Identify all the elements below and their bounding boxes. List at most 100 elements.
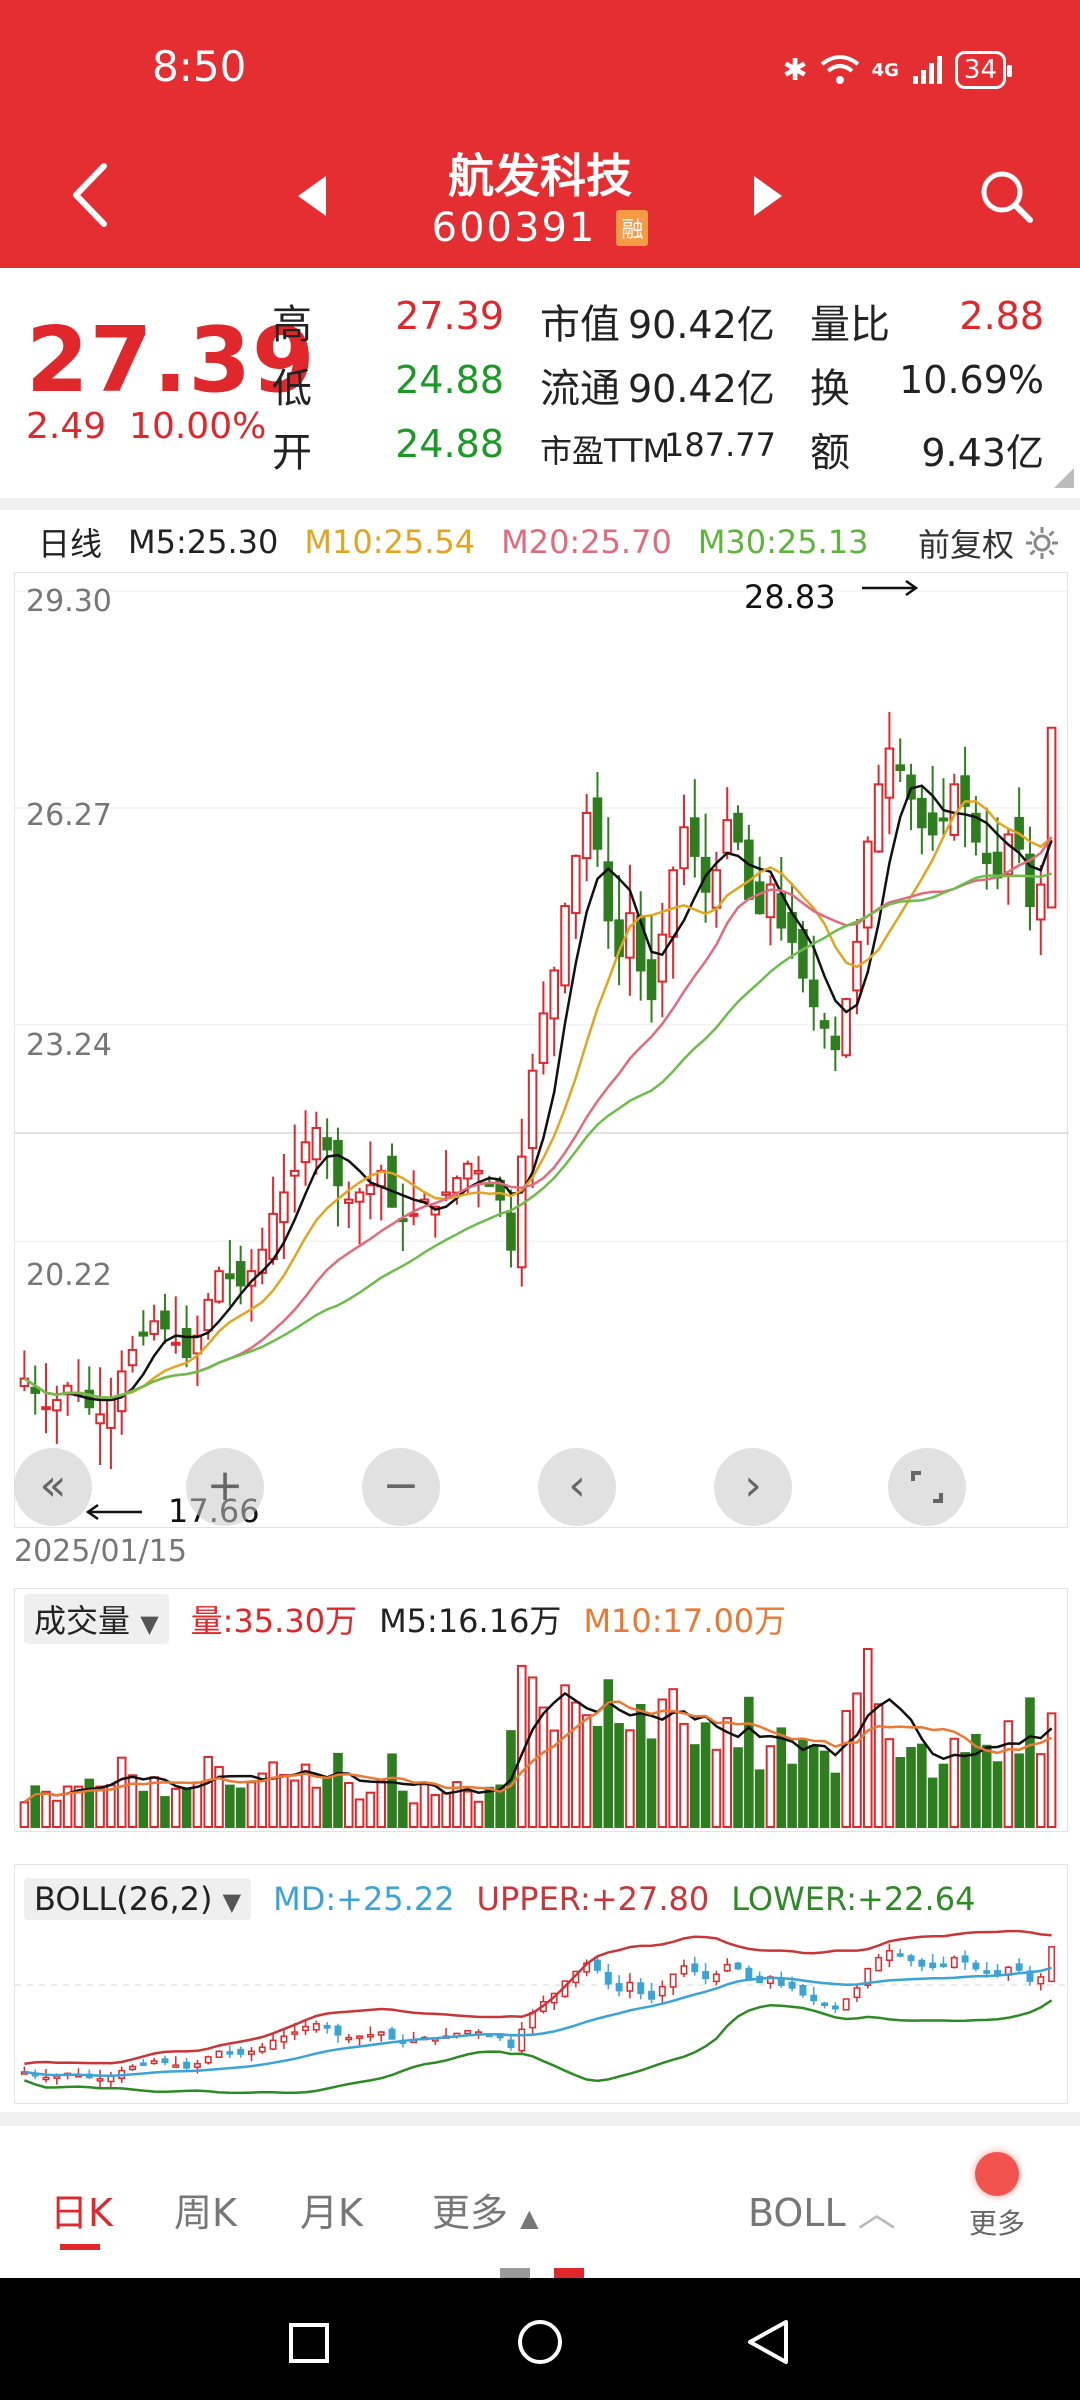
volume-ratio-label: 量比 <box>810 302 890 348</box>
volume-bar <box>1046 1712 1057 1828</box>
tab-indicator-boll[interactable]: BOLL ︿ <box>748 2182 896 2237</box>
candle <box>830 1016 841 1072</box>
turnover-value: 10.69% <box>899 358 1044 402</box>
volume-bar <box>722 1717 733 1828</box>
stock-name: 航发科技 <box>448 149 632 203</box>
volume-bar <box>711 1748 722 1828</box>
candle <box>700 813 711 923</box>
boll-candle <box>756 1971 764 1984</box>
volume-bar <box>181 1787 192 1828</box>
boll-candle <box>204 2055 212 2065</box>
candle <box>257 1227 268 1285</box>
scroll-right-button[interactable]: › <box>714 1448 792 1526</box>
candle <box>30 1365 41 1415</box>
change-amount: 2.49 <box>26 406 107 447</box>
tab-day-k[interactable]: 日K <box>50 2191 113 2235</box>
back-icon[interactable] <box>70 162 110 228</box>
adjust-selector[interactable]: 前复权 <box>918 520 1060 566</box>
candle <box>873 764 884 853</box>
y-tick-3: 23.24 <box>26 1028 112 1063</box>
volume-selector[interactable]: 成交量 ▼ <box>24 1594 169 1644</box>
boll-candle <box>518 2022 526 2055</box>
home-icon[interactable] <box>516 2318 564 2366</box>
tab-week-k[interactable]: 周K <box>174 2191 237 2235</box>
more-button[interactable]: 更多 <box>962 2146 1032 2256</box>
boll-candle <box>875 1953 883 1972</box>
recents-icon[interactable] <box>288 2322 330 2364</box>
candle <box>116 1350 127 1435</box>
status-time: 8:50 <box>152 42 247 91</box>
volume-m10: M10:17.00万 <box>583 1602 787 1640</box>
boll-candle <box>172 2056 180 2068</box>
boll-candle <box>669 1973 677 1996</box>
candle <box>84 1366 95 1415</box>
zoom-in-button[interactable]: + <box>186 1448 264 1526</box>
boll-candle <box>680 1959 688 1978</box>
candle <box>722 787 733 860</box>
caret-up-icon: ▲ <box>520 2204 539 2232</box>
volume-bar <box>625 1729 635 1828</box>
volume-bar <box>841 1710 851 1828</box>
next-stock-icon[interactable] <box>752 174 784 218</box>
volume-bar <box>52 1799 62 1828</box>
boll-selector[interactable]: BOLL(26,2) ▼ <box>24 1878 252 1920</box>
back-nav-icon[interactable] <box>746 2318 790 2366</box>
ma10-line <box>23 800 1053 1399</box>
volume-bar <box>354 1798 365 1828</box>
tab-month-k[interactable]: 月K <box>300 2191 363 2235</box>
boll-candle <box>248 2047 255 2062</box>
volume-bar <box>214 1766 224 1828</box>
volume-bar <box>646 1738 657 1828</box>
volume-bar <box>430 1794 441 1828</box>
prev-stock-icon[interactable] <box>296 174 328 218</box>
candle <box>841 997 851 1058</box>
boll-candle <box>269 2033 277 2051</box>
volume-bar <box>733 1747 743 1828</box>
candle <box>960 746 970 848</box>
fullscreen-button[interactable] <box>888 1448 966 1526</box>
volume-value: 量:35.30万 <box>190 1602 358 1640</box>
boll-chart[interactable] <box>14 1864 1069 2104</box>
boll-candle <box>226 2045 234 2059</box>
gear-icon[interactable] <box>1024 525 1060 561</box>
volume-svg <box>19 1648 1057 1829</box>
volume-bar <box>387 1753 397 1828</box>
candle <box>19 1350 30 1392</box>
network-type: 4G <box>871 59 899 81</box>
caret-down-icon: ▼ <box>140 1610 159 1638</box>
candle <box>571 854 581 939</box>
volume-bar <box>744 1696 754 1829</box>
volume-ma10-line <box>23 1700 1053 1804</box>
scroll-left-button[interactable]: ‹ <box>538 1448 616 1526</box>
candle <box>268 1176 278 1265</box>
candle <box>862 836 873 945</box>
boll-candle <box>723 1958 731 1973</box>
candle <box>981 807 992 890</box>
boll-candle <box>594 1955 601 1974</box>
period-label[interactable]: 日线 <box>38 525 103 563</box>
boll-candle <box>853 1983 861 2002</box>
boll-candle <box>691 1956 699 1976</box>
tab-more-periods[interactable]: 更多 ▲ <box>432 2182 539 2237</box>
boll-candle <box>896 1948 904 1958</box>
boll-candle <box>237 2046 245 2058</box>
volume-bar <box>798 1738 808 1828</box>
kline-chart[interactable] <box>14 572 1069 1528</box>
volume-chart[interactable] <box>14 1588 1068 1832</box>
zoom-out-button[interactable]: − <box>362 1448 440 1526</box>
boll-candle <box>929 1954 937 1971</box>
boll-candle <box>1048 1946 1056 1983</box>
period-tabs: 日K 周K 月K 更多 ▲ BOLL ︿ <box>0 2126 1080 2278</box>
volume-bar <box>1014 1753 1024 1829</box>
rewind-button[interactable]: « <box>14 1448 92 1526</box>
candle <box>603 817 614 949</box>
boll-candle <box>258 2042 266 2054</box>
boll-candle <box>507 2035 515 2051</box>
volume-bar <box>300 1763 311 1828</box>
low-label: 低 <box>272 366 312 412</box>
candle <box>538 981 549 1075</box>
ma5-value: M5:25.30 <box>128 523 279 561</box>
volume-m5: M5:16.16万 <box>379 1602 562 1640</box>
volume-bar <box>376 1780 387 1828</box>
search-icon[interactable] <box>978 168 1034 224</box>
